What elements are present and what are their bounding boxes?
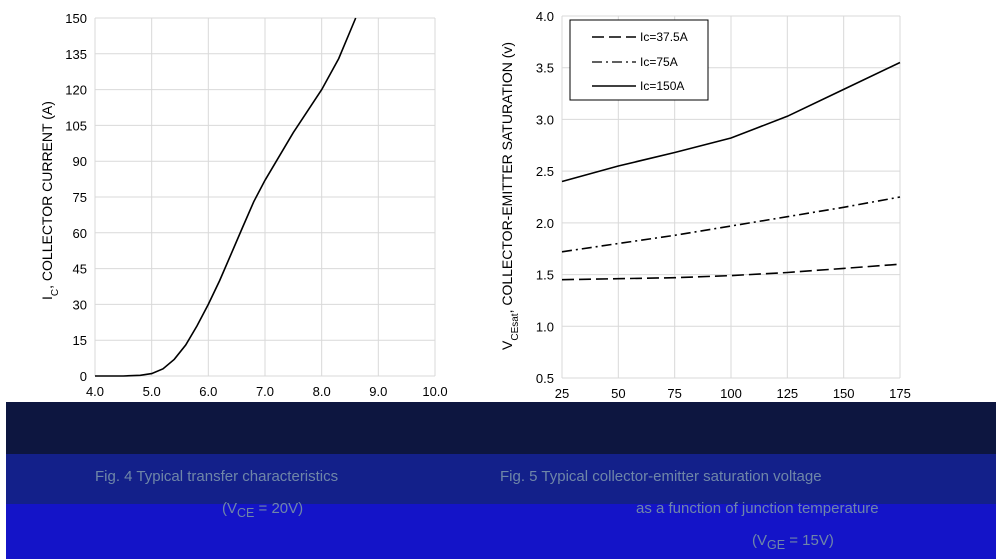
left-y-axis-label: IC, COLLECTOR CURRENT (A) xyxy=(39,101,61,300)
right-x-tick-label: 50 xyxy=(611,386,625,401)
left-y-tick-label: 45 xyxy=(73,262,87,277)
left-y-tick-label: 60 xyxy=(73,226,87,241)
transfer-characteristics-chart: 0 15 30 45 60 75 90 105 120 135 150 4.0 5.0 6.0 7.0 8.… xyxy=(39,11,448,399)
right-y-tick-label: 4.0 xyxy=(536,9,554,24)
right-y-tick-label: 2.0 xyxy=(536,216,554,231)
fig5-caption-condition: (VGE = 15V) xyxy=(752,532,834,552)
right-x-tick-label: 125 xyxy=(776,386,798,401)
right-series-line-ic-37-5a xyxy=(561,263,901,281)
left-x-tick-label: 8.0 xyxy=(313,384,331,399)
fig4-caption-condition: (VCE = 20V) xyxy=(222,500,304,520)
left-x-ticks: 4.0 5.0 6.0 7.0 8.0 9.0 10.0 xyxy=(86,384,448,399)
left-x-tick-label: 7.0 xyxy=(256,384,274,399)
left-series xyxy=(95,17,357,377)
left-y-tick-label: 120 xyxy=(65,83,87,98)
left-y-ticks: 0 15 30 45 60 75 90 105 120 135 150 xyxy=(65,11,87,384)
saturation-voltage-chart: 0.5 1.0 1.5 2.0 2.5 3.0 3.5 4.0 25 50 75 100 125 150… xyxy=(499,9,911,401)
fig5-caption: Fig. 5 Typical collector-emitter saturat… xyxy=(500,468,822,485)
left-x-tick-label: 9.0 xyxy=(369,384,387,399)
fig5-caption-line2: as a function of junction temperature xyxy=(636,500,879,517)
right-x-tick-label: 75 xyxy=(667,386,681,401)
caption-band-dark xyxy=(6,402,996,454)
right-x-tick-label: 25 xyxy=(555,386,569,401)
right-y-tick-label: 3.0 xyxy=(536,112,554,127)
left-y-tick-label: 150 xyxy=(65,11,87,26)
right-y-tick-label: 2.5 xyxy=(536,164,554,179)
right-series xyxy=(561,61,901,281)
right-y-tick-label: 3.5 xyxy=(536,61,554,76)
right-series-line-ic-150a xyxy=(561,61,901,183)
left-series-line-series-0 xyxy=(95,17,357,377)
right-y-ticks: 0.5 1.0 1.5 2.0 2.5 3.0 3.5 4.0 xyxy=(536,9,554,386)
left-y-tick-label: 105 xyxy=(65,118,87,133)
left-x-tick-label: 4.0 xyxy=(86,384,104,399)
left-x-tick-label: 10.0 xyxy=(422,384,447,399)
caption-band-blue xyxy=(6,504,996,559)
right-y-axis-label: VCEsat, COLLECTOR-EMITTER SATURATION (v) xyxy=(499,42,521,350)
left-y-tick-label: 30 xyxy=(73,297,87,312)
right-y-tick-label: 0.5 xyxy=(536,371,554,386)
left-y-tick-label: 0 xyxy=(80,369,87,384)
left-grid xyxy=(94,17,436,377)
left-y-tick-label: 90 xyxy=(73,154,87,169)
right-legend: Ic=37.5A Ic=75A Ic=150A xyxy=(569,19,709,101)
right-y-tick-label: 1.5 xyxy=(536,268,554,283)
left-y-tick-label: 15 xyxy=(73,333,87,348)
left-y-tick-label: 135 xyxy=(65,47,87,62)
right-x-ticks: 25 50 75 100 125 150 175 xyxy=(555,386,911,401)
caption-band-mid xyxy=(6,454,996,504)
legend-label-ic-37-5a: Ic=37.5A xyxy=(640,30,688,44)
fig4-caption: Fig. 4 Typical transfer characteristics xyxy=(95,468,339,485)
right-x-tick-label: 175 xyxy=(889,386,911,401)
left-x-tick-label: 5.0 xyxy=(143,384,161,399)
left-x-tick-label: 6.0 xyxy=(199,384,217,399)
legend-label-ic-150a: Ic=150A xyxy=(640,79,684,93)
right-x-tick-label: 150 xyxy=(833,386,855,401)
right-y-tick-label: 1.0 xyxy=(536,319,554,334)
legend-label-ic-75a: Ic=75A xyxy=(640,55,678,69)
left-y-tick-label: 75 xyxy=(73,190,87,205)
right-series-line-ic-75a xyxy=(561,196,901,253)
right-x-tick-label: 100 xyxy=(720,386,742,401)
